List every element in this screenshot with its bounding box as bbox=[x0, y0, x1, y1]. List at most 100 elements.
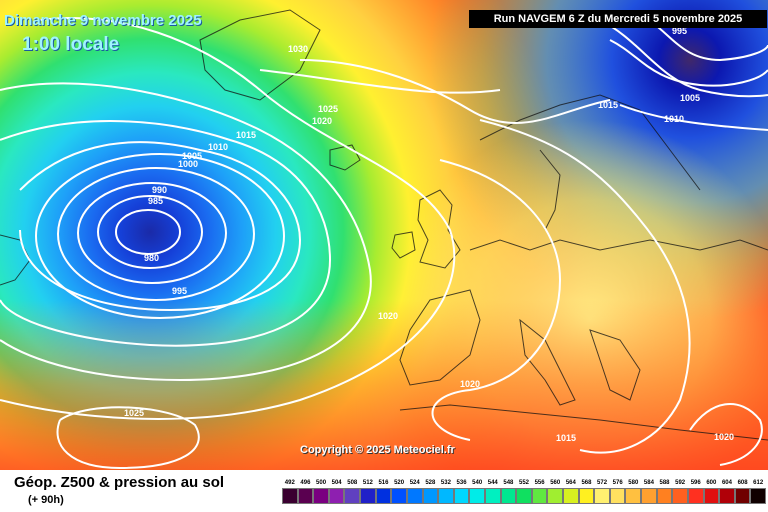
legend-color-box bbox=[719, 488, 735, 504]
legend-level-label: 532 bbox=[440, 480, 451, 486]
isobar-label: 1015 bbox=[598, 100, 618, 110]
legend-color-box bbox=[703, 488, 720, 504]
legend-level-label: 556 bbox=[534, 480, 545, 486]
legend-level-label: 508 bbox=[347, 480, 358, 486]
legend-color-box bbox=[563, 488, 579, 504]
legend-swatch: 520 bbox=[391, 478, 407, 504]
legend-swatch: 560 bbox=[547, 478, 564, 504]
legend-swatch: 552 bbox=[516, 478, 532, 504]
legend-swatch: 592 bbox=[672, 478, 688, 504]
legend-color-box bbox=[734, 488, 751, 504]
legend-swatch: 540 bbox=[469, 478, 485, 504]
legend-level-label: 560 bbox=[550, 480, 561, 486]
legend-color-box bbox=[391, 488, 407, 504]
legend-swatch: 536 bbox=[453, 478, 470, 504]
legend-swatch: 496 bbox=[297, 478, 314, 504]
legend-level-label: 500 bbox=[316, 480, 327, 486]
geopotential-map: 1030 1025 1020 1015 1010 1005 1000 990 9… bbox=[0, 0, 768, 470]
legend-color-box bbox=[641, 488, 657, 504]
legend-swatch: 612 bbox=[750, 478, 766, 504]
legend-color-box bbox=[406, 488, 423, 504]
legend-color-box bbox=[656, 488, 673, 504]
legend-swatch: 512 bbox=[360, 478, 376, 504]
legend-color-box bbox=[313, 488, 329, 504]
legend-level-label: 540 bbox=[472, 480, 483, 486]
legend-swatch: 492 bbox=[282, 478, 298, 504]
isobar-label: 985 bbox=[148, 196, 163, 206]
legend-color-box bbox=[438, 488, 454, 504]
isobar-label: 1005 bbox=[182, 151, 202, 161]
legend-swatch: 572 bbox=[594, 478, 610, 504]
legend-color-box bbox=[625, 488, 642, 504]
legend-color-box bbox=[484, 488, 501, 504]
legend-color-box bbox=[750, 488, 766, 504]
legend-swatch: 532 bbox=[438, 478, 454, 504]
legend-swatch: 548 bbox=[500, 478, 517, 504]
lead-time: (+ 90h) bbox=[28, 494, 64, 506]
legend-level-label: 572 bbox=[597, 480, 608, 486]
legend-swatch: 576 bbox=[609, 478, 626, 504]
legend-swatch: 588 bbox=[656, 478, 673, 504]
isobar-label: 1015 bbox=[236, 130, 256, 140]
legend-color-box bbox=[594, 488, 610, 504]
legend-level-label: 492 bbox=[284, 480, 295, 486]
color-scale-legend: 492 496 500 504 508 512 516 520 524 528 532 536 540 5… bbox=[282, 478, 766, 508]
legend-swatch: 564 bbox=[563, 478, 579, 504]
isobar-label: 1010 bbox=[208, 142, 228, 152]
legend-swatch: 524 bbox=[406, 478, 423, 504]
legend-level-label: 608 bbox=[737, 480, 748, 486]
legend-level-label: 496 bbox=[300, 480, 311, 486]
legend-swatch: 544 bbox=[484, 478, 501, 504]
legend-level-label: 516 bbox=[378, 480, 389, 486]
legend-level-label: 536 bbox=[456, 480, 467, 486]
legend-level-label: 564 bbox=[565, 480, 576, 486]
legend-level-label: 520 bbox=[394, 480, 405, 486]
legend-level-label: 504 bbox=[331, 480, 342, 486]
legend-color-box bbox=[360, 488, 376, 504]
legend-level-label: 512 bbox=[362, 480, 373, 486]
isobar-label: 1025 bbox=[124, 408, 144, 418]
isobar-label: 1000 bbox=[178, 159, 198, 169]
legend-level-label: 596 bbox=[690, 480, 701, 486]
isobar-label: 980 bbox=[144, 253, 159, 263]
map-title: Géop. Z500 & pression au sol bbox=[14, 474, 225, 491]
footer-bar: Géop. Z500 & pression au sol (+ 90h) 492… bbox=[0, 470, 768, 512]
legend-level-label: 548 bbox=[503, 480, 514, 486]
legend-color-box bbox=[453, 488, 470, 504]
legend-color-box bbox=[375, 488, 392, 504]
isobar-label: 1030 bbox=[288, 44, 308, 54]
isobar-label: 995 bbox=[172, 286, 187, 296]
legend-level-label: 588 bbox=[659, 480, 670, 486]
pressure-labels: 1030 1025 1020 1015 1010 1005 1000 990 9… bbox=[124, 26, 734, 443]
legend-color-box bbox=[531, 488, 548, 504]
legend-color-box bbox=[282, 488, 298, 504]
isobar-label: 1010 bbox=[664, 114, 684, 124]
legend-color-box bbox=[297, 488, 314, 504]
legend-color-box bbox=[516, 488, 532, 504]
isobar-label: 1020 bbox=[312, 116, 332, 126]
legend-color-box bbox=[609, 488, 626, 504]
isobar-label: 1005 bbox=[680, 93, 700, 103]
isobar-label: 1025 bbox=[318, 104, 338, 114]
legend-swatch: 608 bbox=[734, 478, 751, 504]
legend-swatch: 604 bbox=[719, 478, 735, 504]
legend-level-label: 604 bbox=[721, 480, 732, 486]
legend-level-label: 592 bbox=[675, 480, 686, 486]
legend-swatch: 568 bbox=[578, 478, 595, 504]
legend-swatch: 528 bbox=[422, 478, 439, 504]
legend-swatch: 516 bbox=[375, 478, 392, 504]
legend-color-box bbox=[687, 488, 704, 504]
legend-level-label: 528 bbox=[425, 480, 436, 486]
legend-swatch: 596 bbox=[687, 478, 704, 504]
legend-color-box bbox=[547, 488, 564, 504]
legend-swatch: 600 bbox=[703, 478, 720, 504]
isobar-label: 990 bbox=[152, 185, 167, 195]
legend-swatch: 584 bbox=[641, 478, 657, 504]
isobar-label: 1015 bbox=[556, 433, 576, 443]
legend-swatch: 500 bbox=[313, 478, 329, 504]
legend-color-box bbox=[672, 488, 688, 504]
legend-level-label: 524 bbox=[409, 480, 420, 486]
legend-color-box bbox=[469, 488, 485, 504]
isobar-label: 1020 bbox=[460, 379, 480, 389]
